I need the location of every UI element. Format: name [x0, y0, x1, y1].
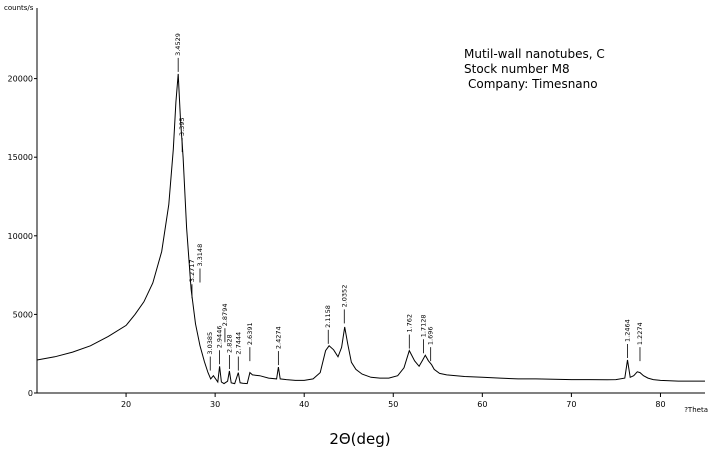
peak-label: 3.0385 [206, 332, 214, 355]
peak-label: 3.2717 [188, 260, 196, 283]
annotation-line-3: Company: Timesnano [468, 77, 598, 91]
peak-label: 2.9446 [216, 326, 224, 349]
x-tick-label: 80 [655, 400, 665, 409]
peak-label: 1.7128 [420, 315, 428, 338]
x-tick-label: 60 [477, 400, 487, 409]
x-axis-title: 2Θ(deg) [329, 430, 391, 448]
peak-label: 3.395 [178, 117, 186, 136]
x-unit-label: ?Theta [684, 406, 708, 414]
x-tick-label: 30 [210, 400, 220, 409]
x-tick-label: 50 [388, 400, 398, 409]
annotation-line-2: Stock number M8 [464, 62, 570, 76]
peak-label: 2.828 [225, 334, 233, 353]
peak-label: 2.7444 [234, 332, 242, 355]
y-tick-label: 5000 [13, 310, 33, 319]
y-tick-label: 20000 [8, 75, 33, 84]
peak-label: 3.4529 [174, 33, 182, 56]
y-unit-label: counts/s [4, 4, 34, 12]
x-ticks: 20 30 40 50 60 70 80 [121, 393, 666, 409]
peak-label: 2.4274 [274, 326, 282, 349]
peak-label: 1.2274 [636, 322, 644, 345]
peak-label: 2.8794 [221, 304, 229, 327]
y-ticks: 0 5000 10000 15000 20000 [8, 75, 37, 398]
x-tick-label: 20 [121, 400, 131, 409]
series-line [36, 73, 705, 385]
plot-frame [36, 8, 705, 394]
peak-label: 1.696 [427, 327, 435, 346]
peak-label: 2.0352 [340, 285, 348, 308]
x-tick-label: 40 [299, 400, 309, 409]
annotation-legend: Mutil-wall nanotubes, C Stock number M8 … [464, 47, 605, 91]
peak-label: 2.6391 [246, 322, 254, 345]
y-tick-label: 0 [28, 389, 33, 398]
peak-label: 1.762 [405, 314, 413, 333]
peak-label: 1.2464 [624, 319, 632, 342]
x-tick-label: 70 [566, 400, 576, 409]
peak-label: 2.1158 [324, 305, 332, 328]
y-tick-label: 15000 [8, 153, 33, 162]
y-tick-label: 10000 [8, 232, 33, 241]
peak-label: 3.3148 [196, 244, 204, 267]
annotation-line-1: Mutil-wall nanotubes, C [464, 47, 605, 61]
